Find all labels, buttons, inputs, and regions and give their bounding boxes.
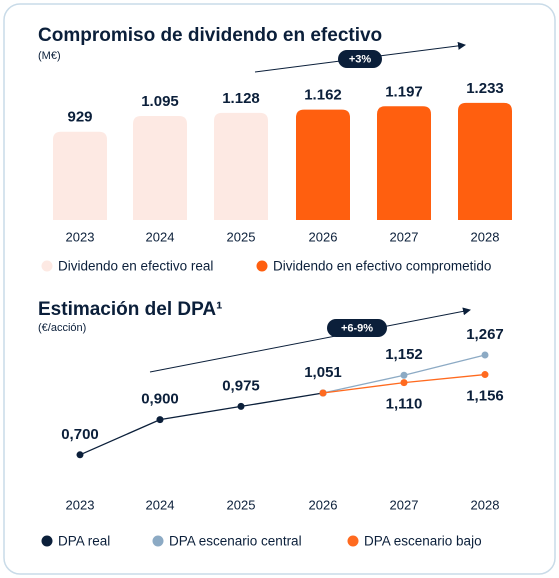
bar [296, 109, 350, 220]
legend-label: DPA escenario bajo [364, 534, 482, 549]
x-tick-label: 2025 [227, 229, 256, 244]
point [481, 371, 489, 379]
chart-title: Compromiso de dividendo en efectivo [38, 25, 382, 46]
value-label: 0,975 [222, 377, 260, 394]
value-label: 1.197 [385, 83, 423, 100]
legend-label: DPA escenario central [169, 534, 302, 549]
chart-subtitle: (M€) [38, 50, 61, 62]
legend-label: DPA real [58, 534, 110, 549]
x-tick-label: 2028 [471, 229, 500, 244]
value-label: 1,156 [466, 388, 504, 405]
legend-marker [152, 535, 164, 547]
bar [377, 106, 431, 220]
point [400, 379, 408, 387]
legend-label: Dividendo en efectivo comprometido [273, 259, 491, 274]
bar [53, 131, 107, 220]
value-label: 929 [67, 109, 92, 126]
legend-marker [256, 260, 268, 272]
value-label: 1.233 [466, 80, 504, 97]
value-label: 1.095 [141, 93, 179, 110]
point [237, 402, 245, 410]
legend-marker [41, 260, 53, 272]
x-tick-label: 2027 [390, 497, 419, 512]
legend-marker [41, 535, 53, 547]
value-label: 1,110 [386, 396, 423, 413]
annotation-pill [338, 50, 382, 68]
point [481, 351, 489, 359]
x-tick-label: 2025 [227, 497, 256, 512]
x-tick-label: 2026 [309, 497, 338, 512]
value-label: 1,267 [466, 326, 504, 343]
value-label: 1.128 [222, 90, 260, 107]
point [76, 451, 84, 459]
value-label: 1,152 [385, 346, 423, 363]
annotation-pill [327, 319, 387, 337]
bar [133, 115, 187, 220]
value-label: 0,900 [141, 391, 179, 408]
x-tick-label: 2026 [309, 229, 338, 244]
legend-label: Dividendo en efectivo real [58, 259, 213, 274]
value-label: 1.162 [304, 87, 342, 104]
chart-subtitle: (€/acción) [38, 322, 86, 334]
trend-arrow [149, 307, 471, 373]
legend-marker [347, 535, 359, 547]
bar [214, 112, 268, 220]
x-tick-label: 2024 [146, 229, 175, 244]
value-label: 1,051 [304, 364, 342, 381]
x-tick-label: 2024 [146, 497, 175, 512]
x-tick-label: 2027 [390, 229, 419, 244]
line [79, 392, 324, 456]
annotation: +6-9% [341, 322, 373, 334]
chart-title: Estimación del DPA¹ [38, 299, 222, 320]
point [319, 389, 327, 397]
x-tick-label: 2023 [66, 229, 95, 244]
point [400, 371, 408, 379]
bar [458, 102, 512, 220]
point [156, 416, 164, 424]
value-label: 0,700 [61, 426, 99, 443]
x-tick-label: 2028 [471, 497, 500, 512]
x-tick-label: 2023 [66, 497, 95, 512]
annotation: +3% [349, 53, 372, 65]
